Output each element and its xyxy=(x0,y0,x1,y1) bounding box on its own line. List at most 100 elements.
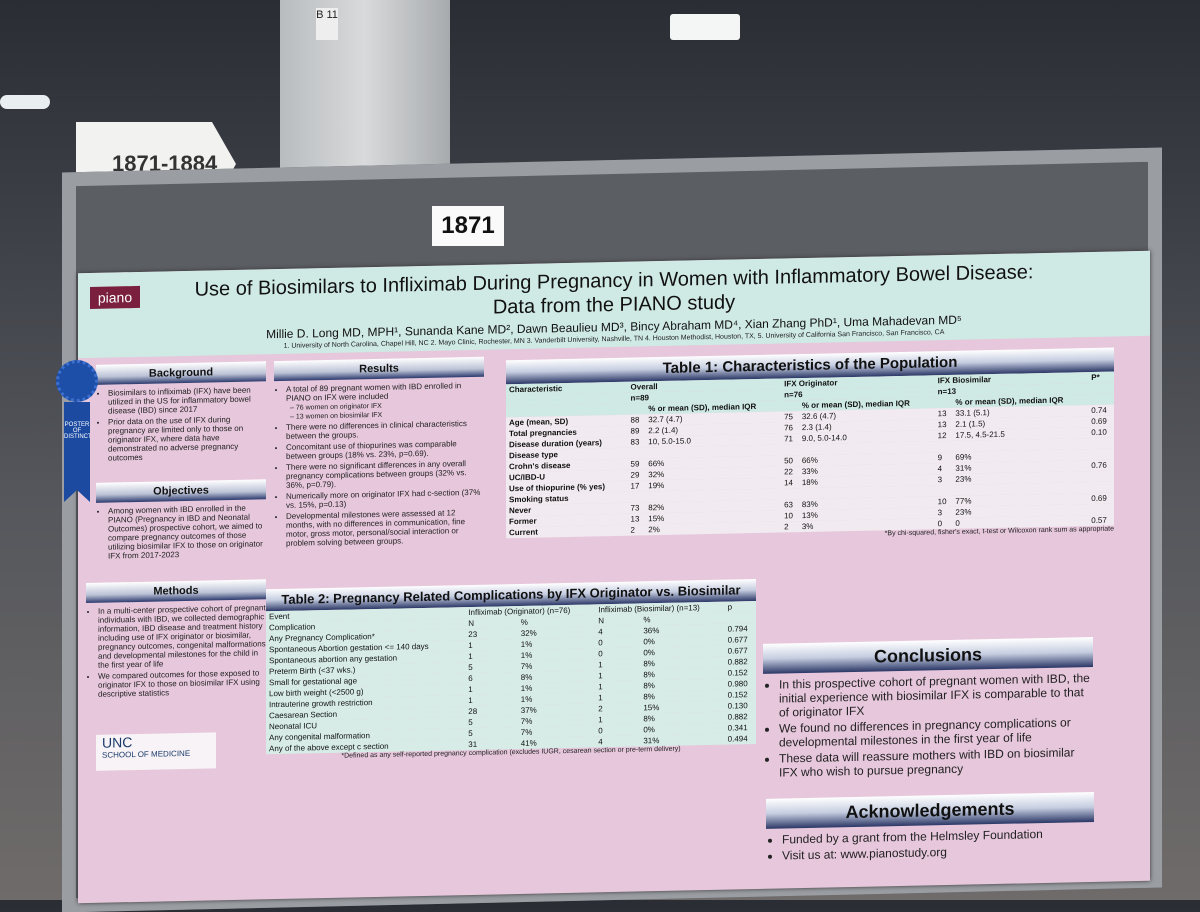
board-number: 1871 xyxy=(432,206,504,246)
cell: 0.980 xyxy=(724,678,756,690)
list-item: There were no differences in clinical ch… xyxy=(286,419,484,441)
cell: 12 xyxy=(934,429,953,442)
cell: 22 xyxy=(781,466,799,478)
ribbon-tail: POSTER OF DISTINCTION xyxy=(64,402,90,502)
cell xyxy=(1088,481,1114,494)
list: Biosimilars to infliximab (IFX) have bee… xyxy=(96,385,266,463)
cell: 0.794 xyxy=(724,623,756,635)
cell: 0.74 xyxy=(1088,404,1114,417)
section: Acknowledgements Funded by a grant from … xyxy=(766,791,1094,867)
cell: 0.57 xyxy=(1088,514,1114,527)
list: In this prospective cohort of pregnant w… xyxy=(763,671,1093,780)
cell: 50 xyxy=(781,455,799,467)
header-cell: P* xyxy=(1088,371,1114,384)
table-holder: Event Infliximab (Originator) (n=76) Infli… xyxy=(266,601,756,755)
section: Objectives Among women with IBD enrolled… xyxy=(96,479,266,565)
ceiling-light xyxy=(670,14,740,40)
cell: 0.130 xyxy=(724,700,756,712)
cell xyxy=(1088,503,1114,516)
poster: piano Use of Biosimilars to Infliximab D… xyxy=(78,250,1150,904)
ceiling-light xyxy=(0,95,50,109)
list-item: Prior data on the use of IFX during preg… xyxy=(108,414,266,463)
cell: 0.10 xyxy=(1088,426,1114,439)
table-2-block: Table 2: Pregnancy Related Complications… xyxy=(266,579,756,761)
cell xyxy=(781,400,799,412)
list: Funded by a grant from the Helmsley Foun… xyxy=(766,826,1094,863)
list-item: In a multi-center prospective cohort of … xyxy=(98,603,266,670)
cell: 75 xyxy=(781,411,799,423)
section: Background Biosimilars to infliximab (IF… xyxy=(96,361,266,467)
cell: 10 xyxy=(781,510,799,522)
section: Methods In a multi-center prospective co… xyxy=(86,579,266,703)
table: Characteristic Overall IFX Originator IFX B… xyxy=(506,371,1114,539)
cell xyxy=(1088,448,1114,461)
cell: 3 xyxy=(934,473,953,486)
ribbon-rosette xyxy=(56,360,98,402)
cell: 0.152 xyxy=(724,689,756,701)
list-item: Developmental milestones were assessed a… xyxy=(286,508,484,548)
section-title: Results xyxy=(274,356,484,382)
list-item: These data will reassure mothers with IB… xyxy=(779,745,1093,779)
section-title: Methods xyxy=(86,579,266,604)
section-title: Background xyxy=(96,361,266,385)
cell: 0.494 xyxy=(724,733,756,745)
table-1-block: Table 1: Characteristics of the Populati… xyxy=(506,347,1114,546)
section-title: Conclusions xyxy=(763,636,1093,674)
list-item: Concomitant use of thiopurines was compa… xyxy=(286,439,484,461)
unc-logo: UNC SCHOOL OF MEDICINE xyxy=(96,732,216,771)
cell xyxy=(781,488,799,500)
cell: 59 xyxy=(627,458,646,470)
unc-school: SCHOOL OF MEDICINE xyxy=(102,748,191,760)
cell: 2 xyxy=(781,521,799,533)
list-item: We found no differences in pregnancy com… xyxy=(779,715,1093,749)
cell: 0.69 xyxy=(1088,492,1114,505)
list-item: Numerically more on originator IFX had c… xyxy=(286,488,484,510)
list-item: Among women with IBD enrolled in the PIA… xyxy=(108,503,266,561)
cell: 13 xyxy=(934,407,953,420)
list-item: We compared outcomes for those exposed t… xyxy=(98,668,266,698)
section-title: Objectives xyxy=(96,479,266,503)
cell xyxy=(1088,470,1114,483)
cell: 0.76 xyxy=(1088,459,1114,472)
table-holder: Characteristic Overall IFX Originator IFX B… xyxy=(506,371,1114,539)
list-item: A total of 89 pregnant women with IBD en… xyxy=(286,381,484,403)
cell: 29 xyxy=(627,469,646,481)
cell: 0.677 xyxy=(724,645,756,657)
cell: 0.882 xyxy=(724,656,756,668)
cell: 10 xyxy=(934,495,953,508)
cell: 0.882 xyxy=(724,711,756,723)
cell: 0 xyxy=(934,517,953,530)
cell xyxy=(1088,437,1114,450)
cell: 13 xyxy=(627,513,646,525)
cell: 3 xyxy=(934,506,953,519)
cell xyxy=(934,396,953,409)
cell xyxy=(627,447,646,459)
cell xyxy=(627,491,646,503)
cell: 88 xyxy=(627,414,646,426)
cell xyxy=(627,403,646,415)
section-title: Acknowledgements xyxy=(766,791,1094,829)
cell: 63 xyxy=(781,499,799,511)
list: In a multi-center prospective cohort of … xyxy=(86,603,266,699)
cell: 89 xyxy=(627,425,646,437)
cell: 0.677 xyxy=(724,634,756,646)
list-item: Biosimilars to infliximab (IFX) have bee… xyxy=(108,385,266,416)
list-item: In this prospective cohort of pregnant w… xyxy=(779,671,1093,720)
cell: 9 xyxy=(934,451,953,464)
cell xyxy=(1088,393,1114,406)
list: A total of 89 pregnant women with IBD en… xyxy=(274,381,484,548)
section: Results A total of 89 pregnant women wit… xyxy=(274,356,484,552)
cell xyxy=(1088,382,1114,395)
cell: 71 xyxy=(781,433,799,445)
cell: 0.69 xyxy=(1088,415,1114,428)
list: Among women with IBD enrolled in the PIA… xyxy=(96,503,266,561)
cell: 13 xyxy=(934,418,953,431)
cell xyxy=(781,444,799,456)
cell: 4 xyxy=(934,462,953,475)
cell: 73 xyxy=(627,502,646,514)
cell: 76 xyxy=(781,422,799,434)
cell: 2 xyxy=(627,524,646,536)
cell xyxy=(934,484,953,497)
